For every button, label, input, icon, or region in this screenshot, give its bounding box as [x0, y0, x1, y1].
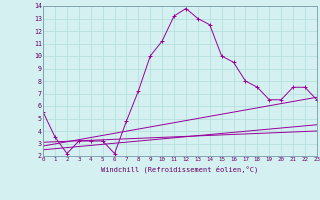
X-axis label: Windchill (Refroidissement éolien,°C): Windchill (Refroidissement éolien,°C)	[101, 165, 259, 173]
